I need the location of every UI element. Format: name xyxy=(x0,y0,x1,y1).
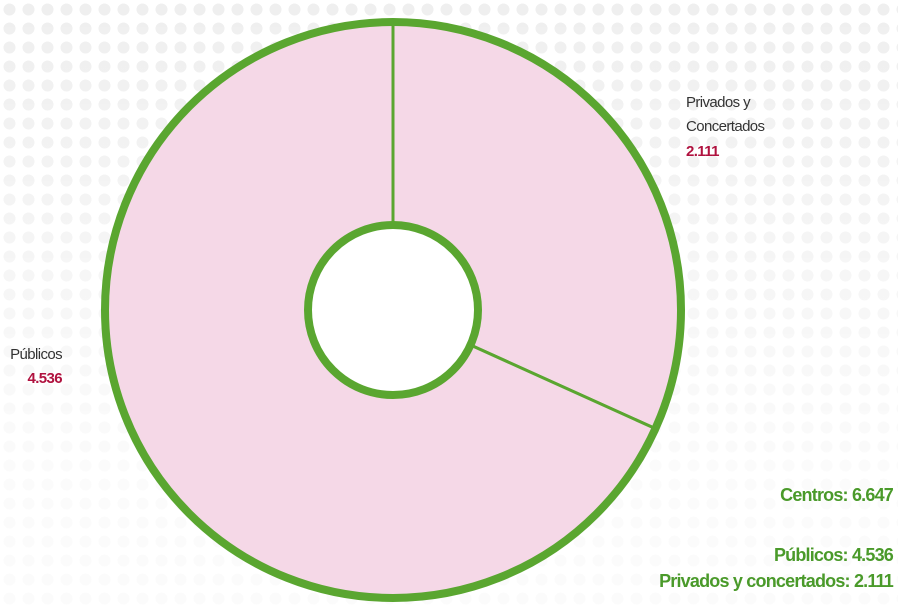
summary-line: Privados y concertados: 2.111 xyxy=(659,571,894,591)
summary-total: Centros: 6.647 xyxy=(780,485,894,505)
slice-value-label: 4.536 xyxy=(27,370,62,387)
slice-label: Públicos xyxy=(10,346,63,363)
summary-line: Públicos: 4.536 xyxy=(773,545,894,565)
outer-ring xyxy=(101,18,685,602)
slice-label: Privados y Concertados xyxy=(686,94,765,135)
inner-ring xyxy=(304,221,482,399)
donut xyxy=(101,18,685,602)
slice-value-label: 2.111 xyxy=(686,143,719,160)
